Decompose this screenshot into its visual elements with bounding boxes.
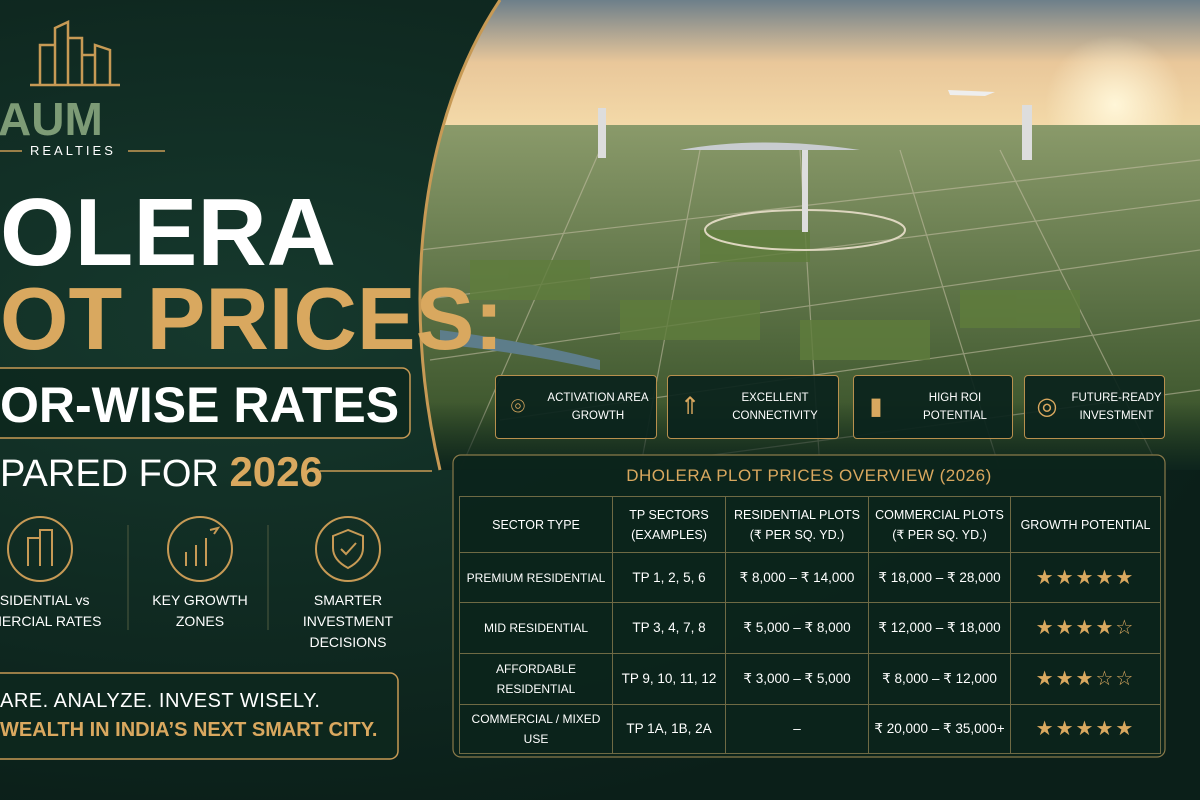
header-line: COMMERCIAL PLOTS [875,507,1004,522]
feature-line: DECISIONS [309,634,387,650]
badge-line: EXCELLENT [741,392,809,404]
header-line: SECTOR TYPE [492,517,580,532]
badge-line: POTENTIAL [923,410,987,422]
badge: ⌾ ACTIVATION AREA GROWTH [495,375,657,439]
table-cell: MID RESIDENTIAL [460,603,613,654]
headline-year: 2026 [229,448,323,495]
table-cell: ₹ 8,000 – ₹ 14,000 [726,553,869,603]
header-cell: GROWTH POTENTIAL [1011,497,1161,553]
header-line: (EXAMPLES) [631,527,707,542]
badge-line: HIGH ROI [928,392,982,404]
badge-icon: ⇑ [679,393,701,420]
badge-line: ACTIVATION AREA [547,392,649,404]
badge-icon: ◎ [1036,393,1058,420]
header-cell: TP SECTORS (EXAMPLES) [613,497,726,553]
table-cell: ₹ 18,000 – ₹ 28,000 [869,553,1011,603]
table-cell: – [726,705,869,754]
feature: KEY GROWTH ZONES [120,590,280,632]
table-cell: COMMERCIAL / MIXED USE [460,705,613,754]
rating-stars: ★★★★★ [1011,705,1161,754]
table-cell: TP 9, 10, 11, 12 [613,654,726,705]
rating-stars: ★★★★☆ [1011,603,1161,654]
table-title: DHOLERA PLOT PRICES OVERVIEW (2026) [626,466,992,485]
badge-icon: ▮ [869,393,883,420]
badge-line: INVESTMENT [1079,410,1154,422]
badge: ◎ FUTURE-READY INVESTMENT [1024,375,1165,439]
badge-text: HIGH ROI POTENTIAL [898,389,1012,425]
table-cell: TP 1A, 1B, 2A [613,705,726,754]
badge-text: FUTURE-READY INVESTMENT [1069,389,1164,425]
badge-line: CONNECTIVITY [732,410,818,422]
header-line: TP SECTORS [629,507,709,522]
slogan-2: WEALTH IN INDIA’S NEXT SMART CITY. [0,719,378,741]
headline-4: PARED FOR [0,453,219,495]
feature: ESIDENTIAL vs MMERCIAL RATES [0,590,120,632]
headline-2: OT PRICES: [0,269,504,368]
slogan-1: ARE. ANALYZE. INVEST WISELY. [0,690,321,712]
header-line: GROWTH POTENTIAL [1020,517,1151,532]
feature-line: SMARTER INVESTMENT [302,592,394,629]
table-cell: TP 1, 2, 5, 6 [613,553,726,603]
header-line: (₹ PER SQ. YD.) [749,527,845,542]
header-cell: COMMERCIAL PLOTS (₹ PER SQ. YD.) [869,497,1011,553]
feature-line: KEY GROWTH [152,592,248,608]
rating-stars: ★★★☆☆ [1011,654,1161,705]
table-cell: ₹ 20,000 – ₹ 35,000+ [869,705,1011,754]
rating-stars: ★★★★★ [1011,553,1161,603]
table-cell: AFFORDABLE RESIDENTIAL [460,654,613,705]
table-cell: TP 3, 4, 7, 8 [613,603,726,654]
badge: ⇑ EXCELLENT CONNECTIVITY [667,375,839,439]
table-cell: PREMIUM RESIDENTIAL [460,553,613,603]
price-table: SECTOR TYPE TP SECTORS (EXAMPLES) RESIDENTI… [459,496,1161,754]
badge-text: EXCELLENT CONNECTIVITY [712,389,838,425]
badge-line: GROWTH [571,410,625,422]
badge-icon: ⌾ [510,393,526,420]
table-cell: ₹ 8,000 – ₹ 12,000 [869,654,1011,705]
table-cell: ₹ 5,000 – ₹ 8,000 [726,603,869,654]
header-cell: SECTOR TYPE [460,497,613,553]
feature-line: ESIDENTIAL vs [0,592,90,608]
table-cell: ₹ 12,000 – ₹ 18,000 [869,603,1011,654]
headline-3: OR-WISE RATES [0,377,400,433]
feature-line: ZONES [175,613,225,629]
feature-line: MMERCIAL RATES [0,613,102,629]
logo-tagline: REALTIES [30,143,116,158]
header-line: RESIDENTIAL PLOTS [734,507,860,522]
feature: SMARTER INVESTMENT DECISIONS [268,590,428,653]
headline-1: OLERA [0,179,336,286]
header-cell: RESIDENTIAL PLOTS (₹ PER SQ. YD.) [726,497,869,553]
table-cell: ₹ 3,000 – ₹ 5,000 [726,654,869,705]
badge-line: FUTURE-READY [1071,392,1162,404]
badge-text: ACTIVATION AREA GROWTH [540,389,656,425]
header-line: (₹ PER SQ. YD.) [892,527,987,542]
badge: ▮ HIGH ROI POTENTIAL [853,375,1013,439]
logo-name: AUM [0,93,103,145]
